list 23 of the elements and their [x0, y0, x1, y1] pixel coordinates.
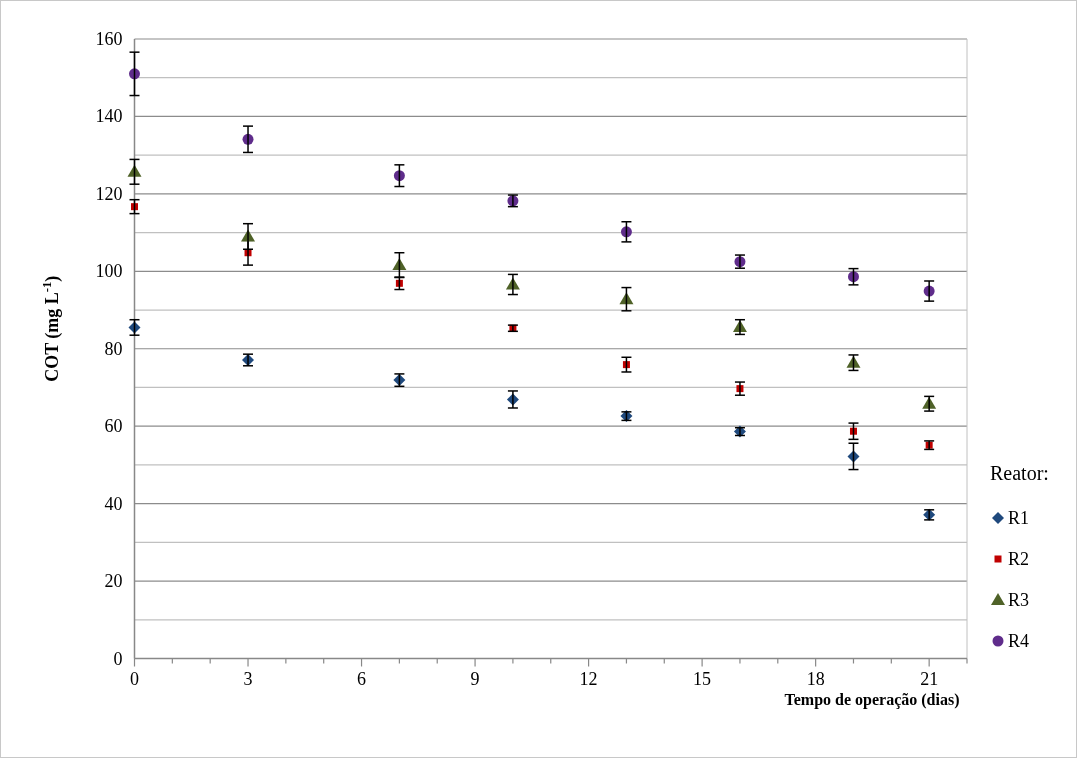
x-axis-title: Tempo de operação (dias) — [784, 691, 960, 709]
y-tick-label: 120 — [95, 183, 123, 204]
x-tick-label: 12 — [579, 668, 598, 689]
y-tick-label: 20 — [104, 571, 123, 592]
y-tick-label: 60 — [104, 416, 123, 437]
legend-label: R2 — [1008, 549, 1030, 569]
legend-label: R4 — [1008, 631, 1030, 651]
x-tick-label: 6 — [357, 668, 367, 689]
x-tick-label: 0 — [130, 668, 139, 689]
x-tick-label: 9 — [470, 668, 480, 689]
x-tick-label: 15 — [693, 668, 712, 689]
legend-label: R3 — [1008, 590, 1030, 610]
x-tick-label: 3 — [243, 668, 253, 689]
y-tick-label: 100 — [95, 261, 123, 282]
x-tick-label: 21 — [920, 668, 939, 689]
legend-label: R1 — [1008, 508, 1030, 528]
y-tick-label: 80 — [104, 338, 123, 359]
x-tick-label: 18 — [806, 668, 825, 689]
y-tick-label: 140 — [95, 106, 123, 127]
y-tick-label: 160 — [95, 29, 123, 49]
legend-title: Reator: — [990, 462, 1049, 484]
y-tick-label: 40 — [104, 493, 123, 514]
y-tick-label: 0 — [113, 648, 123, 669]
